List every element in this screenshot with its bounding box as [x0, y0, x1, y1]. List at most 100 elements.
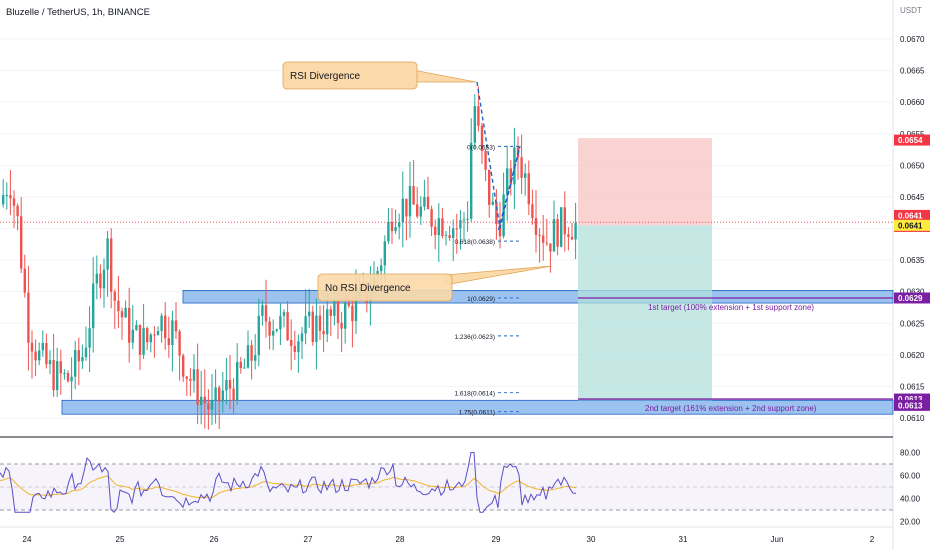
candle-body[interactable]	[203, 396, 206, 404]
candle-body[interactable]	[527, 173, 530, 205]
candle-body[interactable]	[275, 329, 278, 331]
candle-body[interactable]	[344, 302, 347, 329]
candle-body[interactable]	[315, 315, 318, 342]
candle-body[interactable]	[34, 351, 37, 361]
candle-body[interactable]	[326, 309, 329, 335]
candle-body[interactable]	[322, 330, 325, 335]
candle-body[interactable]	[552, 219, 556, 252]
candle-body[interactable]	[484, 151, 487, 170]
candle-body[interactable]	[142, 327, 145, 355]
candle-body[interactable]	[293, 345, 296, 352]
candle-body[interactable]	[430, 209, 433, 227]
candle-body[interactable]	[16, 205, 19, 217]
candle-body[interactable]	[63, 372, 66, 374]
candle-body[interactable]	[340, 322, 343, 329]
candle-body[interactable]	[318, 315, 322, 331]
candle-body[interactable]	[542, 235, 545, 243]
candle-body[interactable]	[239, 361, 242, 369]
candle-body[interactable]	[383, 241, 386, 266]
candle-body[interactable]	[311, 311, 314, 342]
candle-body[interactable]	[243, 367, 246, 369]
candle-body[interactable]	[268, 321, 271, 336]
candle-body[interactable]	[279, 315, 282, 330]
candle-body[interactable]	[390, 222, 394, 232]
candle-body[interactable]	[225, 380, 228, 391]
candle-body[interactable]	[164, 315, 167, 339]
candle-body[interactable]	[426, 196, 430, 210]
candle-body[interactable]	[556, 219, 559, 247]
candle-body[interactable]	[470, 142, 473, 219]
candle-body[interactable]	[113, 291, 116, 301]
candle-body[interactable]	[189, 378, 192, 381]
candle-body[interactable]	[250, 345, 253, 361]
candle-body[interactable]	[70, 376, 73, 382]
candle-body[interactable]	[38, 350, 41, 361]
candle-body[interactable]	[498, 224, 502, 237]
candle-body[interactable]	[77, 350, 80, 362]
candle-body[interactable]	[2, 195, 5, 205]
candle-body[interactable]	[398, 222, 401, 228]
candle-body[interactable]	[149, 334, 152, 343]
candle-body[interactable]	[419, 206, 422, 217]
candle-body[interactable]	[549, 243, 552, 252]
candle-body[interactable]	[135, 324, 138, 330]
candle-body[interactable]	[110, 238, 113, 292]
candle-body[interactable]	[264, 305, 268, 322]
candle-body[interactable]	[506, 168, 509, 195]
candle-body[interactable]	[12, 198, 16, 206]
candle-body[interactable]	[545, 242, 548, 244]
candle-body[interactable]	[9, 195, 12, 199]
fib-path[interactable]	[476, 81, 521, 233]
candle-body[interactable]	[200, 396, 203, 406]
candle-body[interactable]	[560, 207, 563, 247]
candle-body[interactable]	[452, 228, 455, 238]
support-zone-2[interactable]	[61, 399, 894, 415]
candle-body[interactable]	[495, 201, 498, 225]
candle-body[interactable]	[272, 330, 275, 336]
candle-body[interactable]	[524, 173, 527, 178]
candle-body[interactable]	[232, 388, 235, 401]
candle-body[interactable]	[48, 360, 52, 365]
candle-body[interactable]	[347, 302, 350, 306]
candle-body[interactable]	[290, 340, 293, 346]
candle-body[interactable]	[30, 342, 34, 352]
candle-body[interactable]	[473, 106, 476, 143]
candle-body[interactable]	[27, 292, 30, 343]
candle-body[interactable]	[520, 157, 523, 178]
candle-body[interactable]	[567, 234, 570, 237]
candle-body[interactable]	[196, 369, 199, 406]
candle-body[interactable]	[509, 168, 512, 185]
no-rsi-divergence-callout[interactable]: No RSI Divergence	[317, 265, 553, 302]
candle-body[interactable]	[66, 372, 70, 382]
candle-body[interactable]	[106, 238, 109, 270]
candle-body[interactable]	[88, 328, 91, 348]
candle-body[interactable]	[171, 320, 174, 345]
candle-body[interactable]	[41, 342, 44, 351]
candle-body[interactable]	[124, 307, 127, 318]
candle-body[interactable]	[207, 403, 210, 410]
candle-body[interactable]	[412, 185, 415, 205]
rsi-line[interactable]	[0, 452, 577, 514]
candle-body[interactable]	[131, 329, 134, 343]
candle-body[interactable]	[300, 333, 304, 342]
candle-body[interactable]	[570, 236, 574, 240]
take-profit-zone[interactable]	[578, 225, 712, 401]
candle-body[interactable]	[261, 305, 264, 316]
candle-body[interactable]	[117, 300, 120, 312]
candle-body[interactable]	[182, 355, 185, 377]
candle-body[interactable]	[387, 222, 390, 242]
candle-body[interactable]	[538, 234, 541, 236]
candle-body[interactable]	[408, 185, 412, 217]
support-zone-1[interactable]	[182, 290, 894, 304]
candle-body[interactable]	[491, 201, 494, 205]
candle-body[interactable]	[354, 295, 358, 322]
candle-body[interactable]	[45, 342, 48, 365]
candle-body[interactable]	[480, 125, 484, 152]
candle-body[interactable]	[329, 309, 332, 316]
candle-body[interactable]	[423, 196, 426, 207]
stop-loss-zone[interactable]	[578, 138, 712, 226]
candle-body[interactable]	[416, 204, 419, 217]
candle-body[interactable]	[336, 300, 340, 323]
candle-body[interactable]	[59, 361, 62, 374]
